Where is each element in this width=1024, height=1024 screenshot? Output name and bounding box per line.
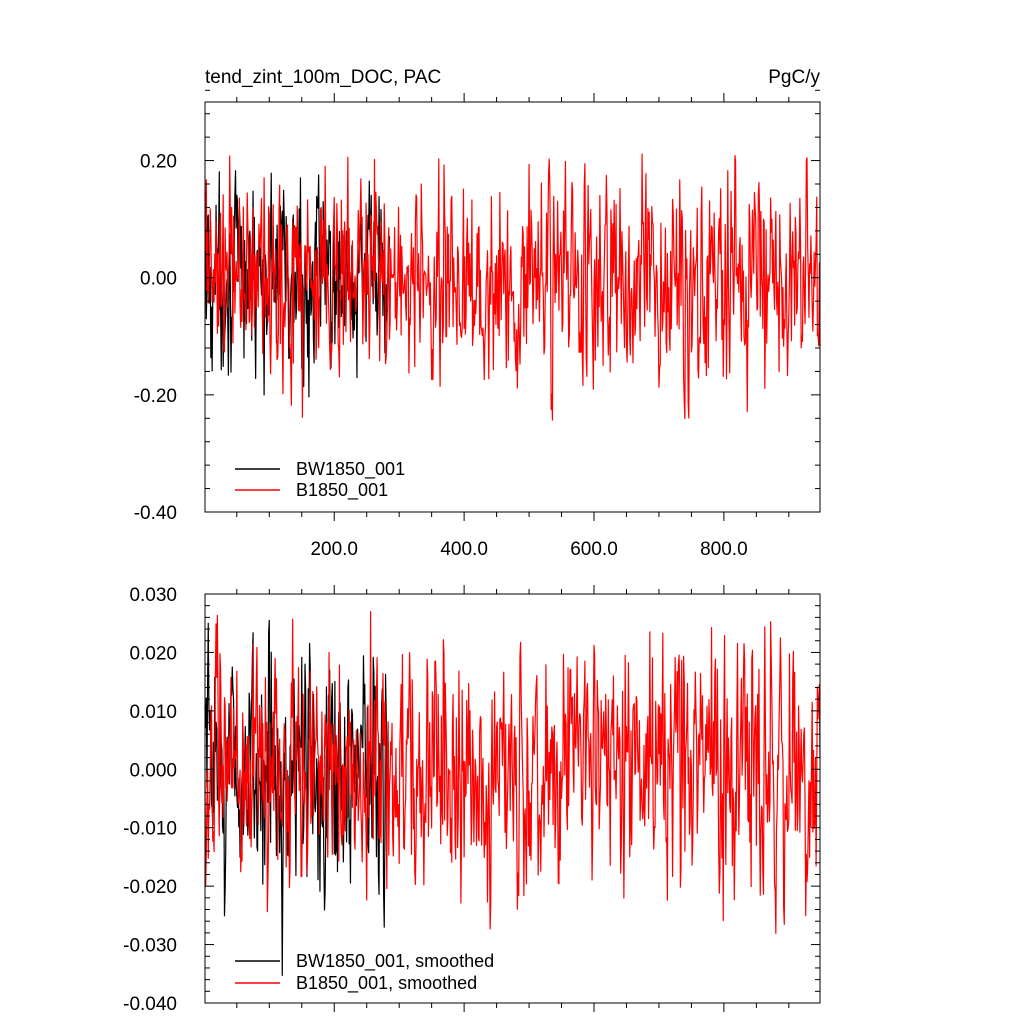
y-tick-label: 0.010 bbox=[129, 702, 177, 723]
x-tick-label: 200.0 bbox=[310, 539, 358, 560]
legend-label-bw1850-smoothed: BW1850_001, smoothed bbox=[296, 951, 494, 972]
bottom-panel-axes: -0.040 -0.030 -0.020 -0.010 0.000 0.010 0.020 0… bbox=[123, 585, 821, 1015]
y-tick-label: 0.000 bbox=[129, 760, 177, 781]
y-tick-label: -0.020 bbox=[123, 877, 177, 898]
legend-label-bw1850: BW1850_001 bbox=[296, 459, 405, 480]
y-tick-label: 0.030 bbox=[129, 585, 177, 606]
y-tick-label: -0.40 bbox=[134, 503, 177, 524]
top-panel-axes: 200.0 400.0 600.0 800.0 -0.40 -0.20 0.00 0.20 bbox=[134, 89, 821, 560]
y-tick-label: -0.040 bbox=[123, 994, 177, 1015]
top-panel-units: PgC/y bbox=[768, 67, 820, 88]
y-tick-label: 0.020 bbox=[129, 643, 177, 664]
y-tick-label: -0.030 bbox=[123, 936, 177, 957]
bottom-panel-legend: BW1850_001, smoothed B1850_001, smoothed bbox=[235, 951, 494, 994]
legend-label-b1850: B1850_001 bbox=[296, 480, 388, 501]
plot-frame bbox=[204, 593, 821, 1004]
series-line-1 bbox=[204, 611, 821, 935]
series-line-1 bbox=[204, 153, 821, 421]
x-tick-label: 800.0 bbox=[700, 539, 748, 560]
top-panel-series-layer bbox=[204, 153, 821, 421]
y-tick-label: 0.20 bbox=[140, 152, 177, 173]
y-tick-label: -0.20 bbox=[134, 386, 177, 407]
top-panel-title: tend_zint_100m_DOC, PAC bbox=[205, 67, 441, 88]
bottom-panel: -0.040 -0.030 -0.020 -0.010 0.000 0.010 0.020 0… bbox=[123, 585, 821, 1015]
y-tick-label: 0.00 bbox=[140, 269, 177, 290]
top-panel: tend_zint_100m_DOC, PAC PgC/y 200.0 400.0… bbox=[134, 67, 821, 560]
y-tick-label: -0.010 bbox=[123, 819, 177, 840]
x-tick-label: 600.0 bbox=[570, 539, 618, 560]
bottom-panel-series-layer bbox=[204, 611, 821, 976]
legend-label-b1850-smoothed: B1850_001, smoothed bbox=[296, 973, 477, 994]
plot-frame bbox=[204, 101, 821, 513]
x-tick-label: 400.0 bbox=[440, 539, 488, 560]
top-panel-legend: BW1850_001 B1850_001 bbox=[235, 459, 405, 501]
